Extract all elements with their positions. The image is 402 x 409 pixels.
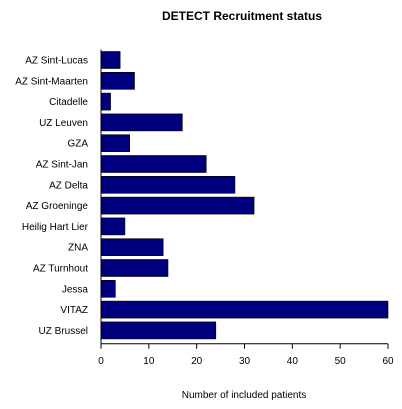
bar-zna bbox=[100, 238, 164, 256]
x-ticks: 0 10 20 30 40 50 60 bbox=[98, 343, 394, 367]
bar-az-sint-lucas bbox=[100, 51, 121, 69]
category-label: AZ Turnhout bbox=[33, 264, 88, 275]
bar-az-delta bbox=[100, 176, 236, 194]
bar-gza bbox=[100, 134, 131, 152]
category-label: Heilig Hart Lier bbox=[22, 222, 89, 233]
bar-az-sint-maarten bbox=[100, 72, 135, 90]
bar-az-turnhout bbox=[100, 259, 169, 277]
category-label: Citadelle bbox=[49, 97, 88, 108]
bar-az-groeninge bbox=[100, 196, 255, 215]
bar-uz-leuven bbox=[100, 113, 183, 132]
bar-vitaz bbox=[100, 300, 389, 319]
x-tick-label: 20 bbox=[191, 356, 203, 367]
category-label: GZA bbox=[67, 139, 88, 150]
bar-uz-brussel bbox=[100, 321, 217, 340]
category-label: UZ Brussel bbox=[39, 326, 88, 337]
x-tick-label: 0 bbox=[98, 356, 104, 367]
x-tick-label: 30 bbox=[239, 356, 251, 367]
category-label: AZ Sint-Jan bbox=[36, 160, 88, 171]
category-label: AZ Sint-Lucas bbox=[25, 56, 88, 67]
x-tick-label: 40 bbox=[287, 356, 299, 367]
x-axis-title: Number of included patients bbox=[182, 390, 307, 401]
category-label: ZNA bbox=[68, 243, 88, 254]
category-label: UZ Leuven bbox=[39, 118, 88, 129]
bars bbox=[100, 51, 389, 340]
bar-az-sint-jan bbox=[100, 155, 207, 173]
x-tick-label: 50 bbox=[335, 356, 347, 367]
category-labels: AZ Sint-Lucas AZ Sint-Maarten Citadelle UZ … bbox=[15, 56, 88, 337]
category-label: Jessa bbox=[62, 284, 89, 295]
category-label: AZ Delta bbox=[49, 180, 88, 191]
x-tick-label: 60 bbox=[382, 356, 394, 367]
bar-jessa bbox=[100, 279, 116, 298]
bar-heilig-hart-lier bbox=[100, 217, 126, 236]
x-tick-label: 10 bbox=[143, 356, 155, 367]
category-label: AZ Sint-Maarten bbox=[15, 76, 88, 87]
bar-citadelle bbox=[100, 92, 111, 111]
category-label: AZ Groeninge bbox=[26, 201, 89, 212]
category-label: VITAZ bbox=[60, 305, 88, 316]
chart-title: DETECT Recruitment status bbox=[162, 9, 322, 23]
